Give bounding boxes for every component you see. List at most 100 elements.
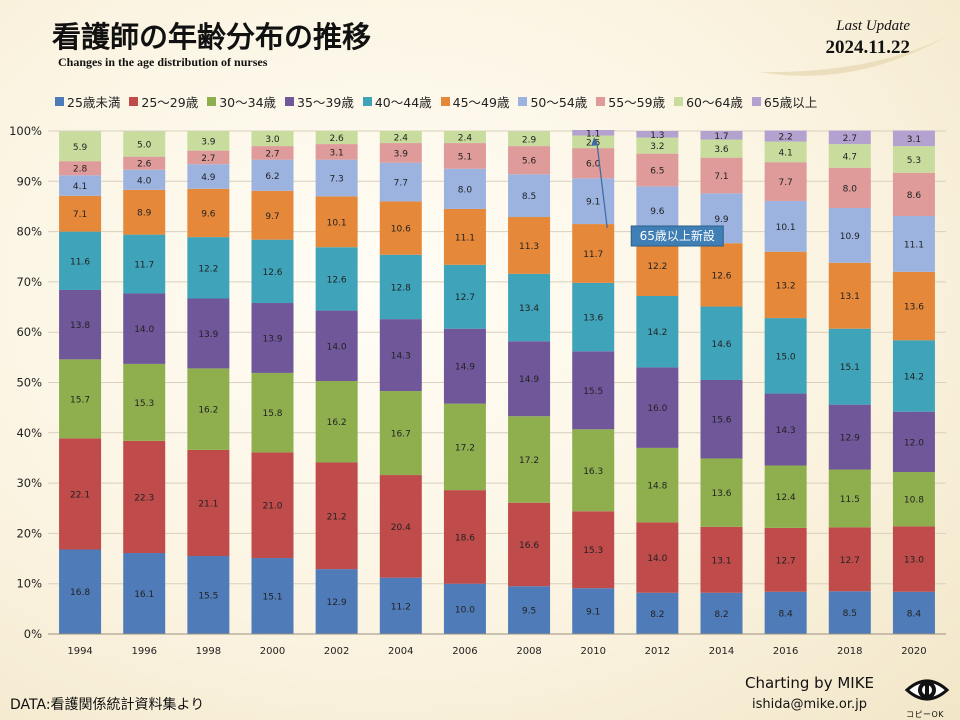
- bar-segment: [892, 472, 935, 527]
- legend-label: 35〜39歳: [297, 95, 354, 110]
- bar-segment: [892, 130, 935, 147]
- bar-segment: [828, 262, 871, 329]
- bar-segment: [187, 237, 230, 299]
- bar-segment: [892, 216, 935, 272]
- data-label: 1.1: [586, 129, 600, 139]
- data-label: 16.1: [134, 590, 154, 600]
- data-label: 12.2: [198, 264, 218, 274]
- data-label: 4.9: [201, 173, 216, 183]
- bar-segment: [187, 131, 230, 151]
- x-tick-label: 1998: [196, 646, 221, 657]
- y-tick-label: 70%: [16, 275, 42, 289]
- data-label: 14.0: [134, 325, 154, 335]
- bar-segment: [379, 162, 422, 202]
- bar-segment: [636, 447, 679, 523]
- data-label: 12.4: [776, 493, 796, 503]
- bar-segment: [700, 157, 743, 194]
- bar-segment: [764, 465, 807, 528]
- bar-segment: [59, 131, 102, 162]
- bar-segment: [251, 303, 294, 373]
- legend-swatch: [751, 97, 761, 106]
- last-update-label: Last Update: [836, 18, 910, 34]
- data-label: 6.2: [265, 172, 279, 182]
- data-label: 11.3: [519, 242, 539, 252]
- data-label: 12.6: [262, 268, 282, 278]
- chart-subtitle: Changes in the age distribution of nurse…: [58, 55, 268, 69]
- y-tick-label: 60%: [16, 325, 42, 339]
- bar-segment: [379, 319, 422, 392]
- data-label: 8.5: [522, 192, 536, 202]
- bar-segment: [315, 380, 358, 463]
- bar-segment: [59, 289, 102, 360]
- data-source: DATA:看護関係統計資料集より: [10, 697, 205, 713]
- legend-item: 55〜59歳: [596, 92, 665, 111]
- bar-segment: [443, 143, 486, 169]
- data-label: 8.4: [907, 609, 922, 619]
- bar-segment: [764, 130, 807, 142]
- bar-segment: [123, 234, 166, 294]
- data-label: 16.0: [647, 404, 667, 414]
- bar-segment: [508, 586, 551, 634]
- data-label: 3.1: [907, 135, 921, 145]
- bar-segment: [187, 150, 230, 165]
- bar-segment: [443, 328, 486, 404]
- bar-segment: [892, 340, 935, 412]
- bar-segment: [59, 195, 102, 232]
- credit-email[interactable]: ishida@mike.or.jp: [752, 697, 868, 712]
- data-label: 3.6: [714, 145, 729, 155]
- data-label: 8.0: [458, 185, 473, 195]
- bar-segment: [636, 153, 679, 187]
- bar-segment: [187, 449, 230, 557]
- x-tick-label: 2006: [452, 646, 477, 657]
- bar-segment: [508, 502, 551, 587]
- bar-segment: [892, 172, 935, 217]
- bar-segment: [828, 328, 871, 405]
- bar-segment: [443, 131, 486, 144]
- bar-segment: [251, 372, 294, 453]
- data-label: 14.3: [391, 352, 411, 362]
- chart-legend: 25歳未満 25〜29歳 30〜34歳 35〜39歳 40〜44歳 45〜49歳 50〜54…: [55, 92, 817, 111]
- bar-segment: [123, 440, 166, 554]
- bar-segment: [379, 131, 422, 144]
- legend-swatch: [440, 97, 450, 106]
- bar-segment: [315, 159, 358, 197]
- logo-text: コピーOK: [906, 710, 945, 719]
- data-label: 15.3: [134, 399, 154, 409]
- data-label: 12.6: [327, 275, 347, 285]
- bar-segment: [828, 144, 871, 168]
- data-label: 14.8: [647, 482, 667, 492]
- data-label: 21.0: [262, 502, 282, 512]
- data-label: 14.9: [455, 363, 475, 373]
- bar-segment: [892, 271, 935, 341]
- bar-segment: [636, 137, 679, 154]
- x-tick-label: 2016: [773, 646, 798, 657]
- bar-segment: [59, 161, 102, 176]
- legend-item: 35〜39歳: [285, 92, 354, 111]
- data-label: 10.6: [391, 225, 411, 235]
- legend-swatch: [362, 97, 372, 106]
- bar-segment: [443, 403, 486, 491]
- bar-segment: [764, 251, 807, 319]
- bar-segment: [700, 131, 743, 140]
- data-label: 4.7: [843, 152, 857, 162]
- data-label: 11.7: [134, 261, 154, 271]
- data-label: 8.4: [778, 609, 793, 619]
- y-tick-label: 80%: [16, 225, 42, 239]
- bar-segment: [700, 592, 743, 634]
- data-label: 16.7: [391, 430, 411, 440]
- bar-segment: [828, 130, 871, 145]
- x-tick-label: 2008: [516, 646, 541, 657]
- bar-segment: [251, 131, 294, 147]
- chart-title: 看護師の年齢分布の推移: [52, 20, 372, 54]
- legend-item: 40〜44歳: [362, 92, 432, 111]
- data-label: 7.1: [714, 172, 728, 182]
- bar-segment: [764, 318, 807, 394]
- bar-segment: [251, 239, 294, 304]
- data-label: 2.2: [778, 133, 792, 143]
- bar-segment: [700, 458, 743, 527]
- data-label: 11.1: [904, 240, 924, 250]
- data-label: 2.7: [843, 134, 857, 144]
- bar-segment: [892, 591, 935, 634]
- data-label: 9.5: [522, 607, 536, 617]
